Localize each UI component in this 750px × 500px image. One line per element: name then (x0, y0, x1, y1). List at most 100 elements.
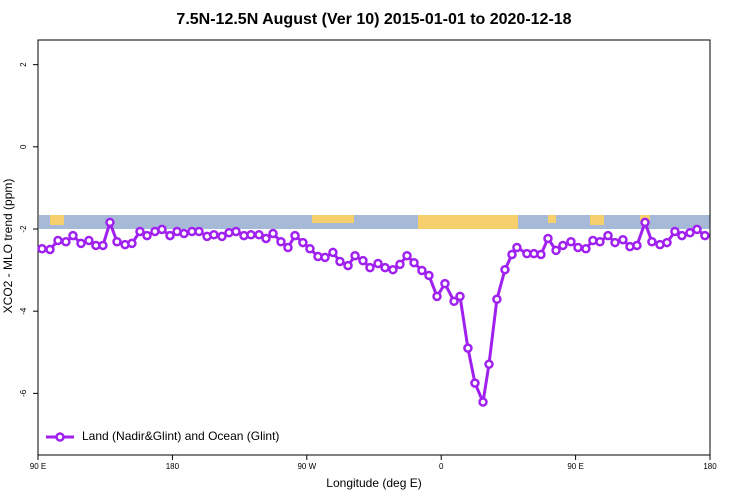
y-tick-label: -2 (19, 225, 28, 233)
land-patch (590, 215, 604, 225)
point (217, 231, 227, 242)
point (358, 255, 368, 266)
point (402, 250, 412, 261)
point (647, 236, 657, 247)
x-tick-label: 180 (166, 462, 180, 471)
point (640, 217, 650, 228)
land-patch (50, 215, 64, 225)
point (179, 228, 189, 239)
land-ocean-strip (39, 215, 710, 229)
point (440, 278, 450, 289)
point (484, 359, 494, 369)
point (417, 265, 427, 276)
point (37, 243, 47, 254)
legend-label: Land (Nadir&Glint) and Ocean (Glint) (82, 429, 279, 443)
y-tick-label: -4 (19, 307, 28, 315)
x-axis-label: Longitude (deg E) (326, 476, 421, 490)
point (231, 226, 241, 237)
y-tick-label: 2 (19, 62, 28, 67)
point (335, 256, 345, 267)
point (298, 237, 308, 248)
point (449, 296, 459, 307)
point (343, 260, 353, 271)
point (209, 230, 219, 240)
point (551, 245, 561, 256)
point (254, 230, 264, 240)
point (662, 237, 672, 248)
point (127, 238, 137, 249)
legend-marker (55, 432, 65, 442)
point (283, 242, 293, 253)
point (692, 224, 702, 235)
point (76, 238, 86, 249)
point (478, 397, 488, 407)
point (558, 240, 568, 251)
point (261, 233, 271, 244)
point (142, 230, 152, 241)
point (328, 247, 338, 258)
point (573, 242, 583, 253)
point (470, 378, 480, 388)
point (432, 291, 442, 302)
point (157, 224, 167, 235)
point (290, 230, 300, 241)
point (112, 236, 122, 247)
point (670, 226, 680, 237)
point (685, 227, 695, 238)
x-tick-label: 90 W (297, 462, 316, 471)
x-tick-label: 90 E (567, 462, 583, 471)
point (543, 233, 553, 244)
point (395, 259, 405, 270)
point (463, 343, 473, 353)
y-tick-label: 0 (19, 144, 28, 149)
plot-frame (37, 39, 711, 456)
point (135, 226, 145, 237)
point (700, 230, 710, 241)
point (45, 244, 55, 255)
point (373, 258, 383, 269)
point (276, 236, 286, 247)
point (388, 264, 398, 275)
point (566, 236, 576, 247)
point (603, 230, 613, 241)
point (84, 235, 94, 246)
point (305, 243, 315, 254)
point (618, 234, 628, 245)
y-tick-label: -6 (19, 389, 28, 397)
point (268, 228, 278, 239)
point (500, 264, 510, 275)
point (677, 230, 687, 241)
point (595, 236, 605, 247)
point (246, 230, 256, 240)
land-patch (312, 215, 354, 223)
point (365, 262, 375, 273)
point (492, 294, 502, 305)
point (632, 240, 642, 251)
point (507, 249, 517, 260)
x-tick-label: 0 (439, 462, 444, 471)
point (105, 217, 115, 228)
x-tick-label: 90 E (30, 462, 46, 471)
series-line (41, 217, 706, 408)
point (165, 230, 175, 241)
point (320, 252, 330, 263)
point (610, 237, 620, 248)
land-patch (548, 215, 556, 223)
point (424, 270, 434, 281)
point (536, 249, 546, 260)
y-axis-label: XCO2 - MLO trend (ppm) (1, 179, 15, 314)
point (409, 257, 419, 268)
point (98, 240, 108, 251)
point (350, 250, 360, 261)
point (455, 291, 465, 302)
point (53, 235, 63, 246)
ocean-strip (39, 215, 710, 229)
land-patch (418, 215, 518, 229)
x-tick-label: 180 (703, 462, 717, 471)
point (380, 262, 390, 273)
point (61, 236, 71, 247)
point (194, 226, 204, 237)
point (68, 230, 78, 241)
chart-title: 7.5N-12.5N August (Ver 10) 2015-01-01 to… (176, 11, 571, 28)
